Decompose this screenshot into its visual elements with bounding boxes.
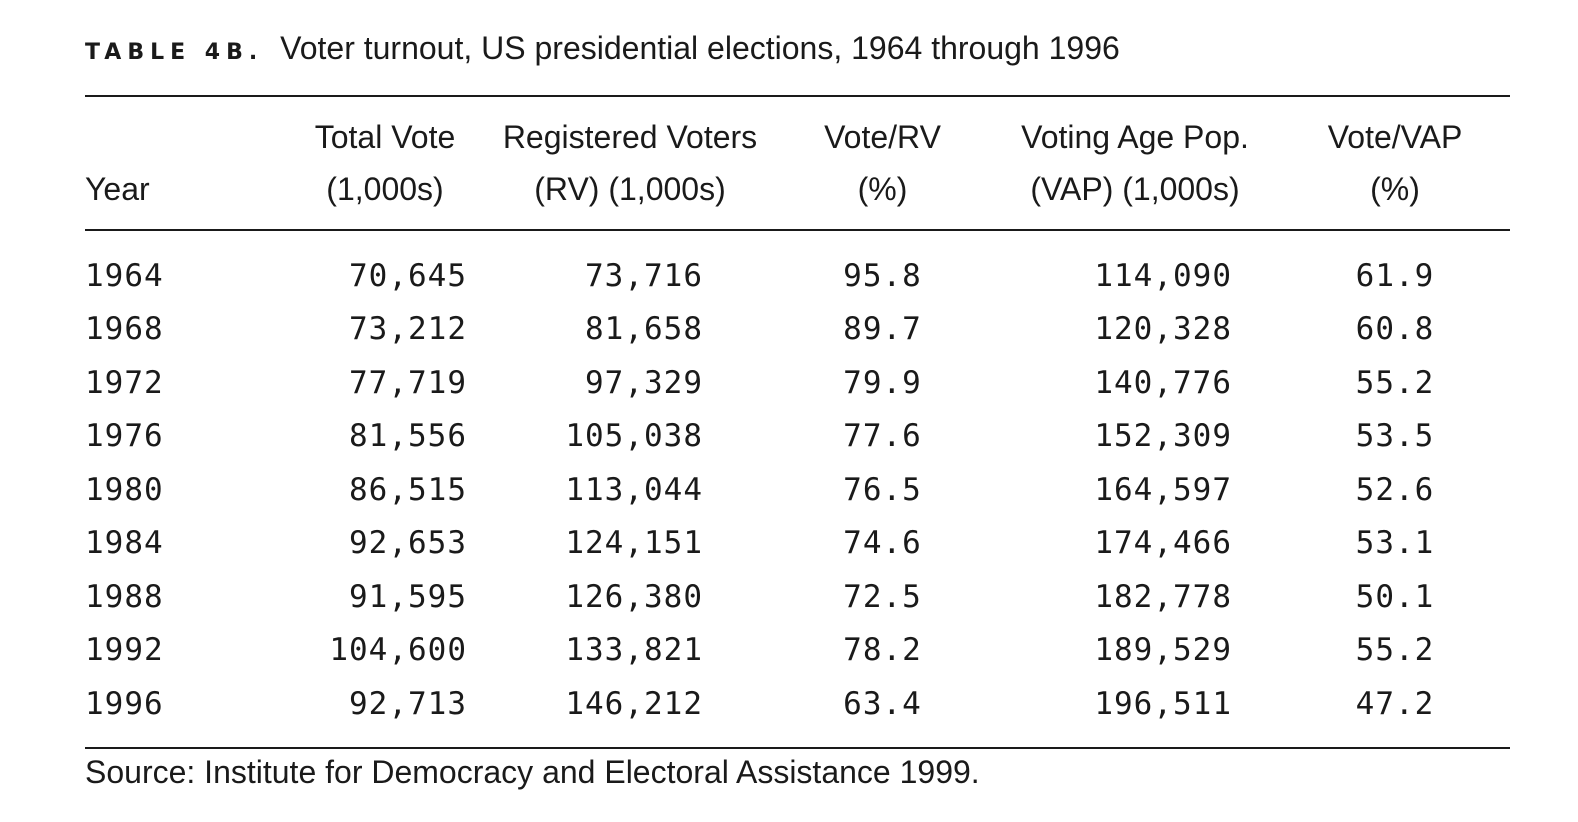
cell-registered-voters: 113,044 [565, 471, 703, 508]
cell-voting-age-pop: 152,309 [1094, 418, 1232, 455]
table-header-row: Year Total Vote (1,000s) Registered Vote… [85, 96, 1510, 230]
cell-vote-rv: 78.2 [843, 632, 922, 669]
cell-total-vote: 104,600 [329, 632, 467, 669]
cell-vote-vap: 52.6 [1355, 471, 1435, 508]
cell-vote-vap: 53.1 [1355, 525, 1435, 562]
column-header-line: (VAP) (1,000s) [1030, 171, 1240, 207]
cell-vote-vap: 55.2 [1355, 364, 1435, 401]
table-caption: TABLE 4B. Voter turnout, US presidential… [85, 28, 1120, 73]
cell-vote-rv: 89.7 [843, 311, 922, 348]
source-note: Source: Institute for Democracy and Elec… [85, 754, 980, 790]
cell-year: 1964 [85, 257, 164, 294]
cell-year: 1992 [85, 632, 164, 669]
table-row: 1988 91,595 126,380 72.5 182,778 50.1 [85, 570, 1510, 624]
cell-vote-vap: 47.2 [1355, 685, 1435, 722]
cell-total-vote: 86,515 [349, 471, 467, 508]
cell-vote-rv: 95.8 [843, 257, 922, 294]
cell-voting-age-pop: 196,511 [1094, 685, 1232, 722]
table-row: 1972 77,719 97,329 79.9 140,776 55.2 [85, 356, 1510, 410]
column-header-line: (1,000s) [326, 171, 444, 207]
cell-vote-vap: 60.8 [1355, 311, 1435, 348]
cell-vote-vap: 50.1 [1355, 578, 1435, 615]
column-header-line: (%) [1370, 171, 1420, 207]
table-number-label: TABLE 4B. [85, 40, 264, 65]
cell-vote-rv: 79.9 [843, 364, 922, 401]
column-header-total-vote: Total Vote (1,000s) [285, 96, 485, 230]
column-header-vote-vap: Vote/VAP (%) [1280, 96, 1510, 230]
cell-voting-age-pop: 182,778 [1094, 578, 1232, 615]
cell-registered-voters: 73,716 [585, 257, 703, 294]
cell-vote-vap: 55.2 [1355, 632, 1435, 669]
cell-voting-age-pop: 140,776 [1094, 364, 1232, 401]
column-header-line: Vote/VAP [1327, 119, 1463, 155]
cell-registered-voters: 97,329 [585, 364, 703, 401]
cell-total-vote: 92,713 [349, 685, 467, 722]
cell-total-vote: 77,719 [349, 364, 467, 401]
cell-total-vote: 92,653 [349, 525, 467, 562]
cell-registered-voters: 105,038 [565, 418, 703, 455]
column-header-vote-rv: Vote/RV (%) [775, 96, 990, 230]
cell-total-vote: 81,556 [349, 418, 467, 455]
voter-turnout-table: Year Total Vote (1,000s) Registered Vote… [85, 95, 1510, 749]
cell-vote-rv: 76.5 [843, 471, 922, 508]
cell-vote-rv: 77.6 [843, 418, 922, 455]
cell-total-vote: 73,212 [349, 311, 467, 348]
cell-vote-rv: 63.4 [843, 685, 922, 722]
cell-registered-voters: 146,212 [565, 685, 703, 722]
column-header-voting-age-pop: Voting Age Pop. (VAP) (1,000s) [990, 96, 1280, 230]
column-header-line: (%) [857, 171, 908, 207]
cell-vote-rv: 74.6 [843, 525, 922, 562]
column-header-line: Registered Voters [502, 119, 758, 155]
cell-registered-voters: 124,151 [565, 525, 703, 562]
cell-year: 1976 [85, 418, 164, 455]
column-header-line: Vote/RV [824, 119, 941, 155]
column-header-registered-voters: Registered Voters (RV) (1,000s) [485, 96, 775, 230]
cell-year: 1972 [85, 364, 164, 401]
cell-voting-age-pop: 114,090 [1094, 257, 1232, 294]
cell-voting-age-pop: 189,529 [1094, 632, 1232, 669]
table-row: 1964 70,645 73,716 95.8 114,090 61.9 [85, 230, 1510, 303]
column-header-line: (RV) (1,000s) [534, 171, 726, 207]
cell-voting-age-pop: 174,466 [1094, 525, 1232, 562]
cell-registered-voters: 81,658 [585, 311, 703, 348]
cell-voting-age-pop: 120,328 [1094, 311, 1232, 348]
cell-year: 1984 [85, 525, 164, 562]
cell-voting-age-pop: 164,597 [1094, 471, 1232, 508]
table-title: Voter turnout, US presidential elections… [280, 30, 1120, 66]
table-row: 1976 81,556 105,038 77.6 152,309 53.5 [85, 410, 1510, 464]
cell-year: 1988 [85, 578, 164, 615]
column-header-line: Total Vote [314, 119, 456, 155]
cell-total-vote: 91,595 [349, 578, 467, 615]
column-header-line: Year [85, 171, 150, 207]
cell-registered-voters: 133,821 [565, 632, 703, 669]
table-row: 1980 86,515 113,044 76.5 164,597 52.6 [85, 463, 1510, 517]
table-row: 1968 73,212 81,658 89.7 120,328 60.8 [85, 303, 1510, 357]
cell-total-vote: 70,645 [349, 257, 467, 294]
cell-year: 1980 [85, 471, 164, 508]
cell-vote-vap: 53.5 [1355, 418, 1435, 455]
table-row: 1996 92,713 146,212 63.4 196,511 47.2 [85, 677, 1510, 748]
column-header-line: Voting Age Pop. [1021, 119, 1249, 155]
cell-year: 1996 [85, 685, 164, 722]
table-row: 1984 92,653 124,151 74.6 174,466 53.1 [85, 517, 1510, 571]
cell-registered-voters: 126,380 [565, 578, 703, 615]
cell-year: 1968 [85, 311, 164, 348]
cell-vote-vap: 61.9 [1355, 257, 1435, 294]
column-header-year: Year [85, 96, 285, 230]
cell-vote-rv: 72.5 [843, 578, 922, 615]
table-row: 1992 104,600 133,821 78.2 189,529 55.2 [85, 624, 1510, 678]
